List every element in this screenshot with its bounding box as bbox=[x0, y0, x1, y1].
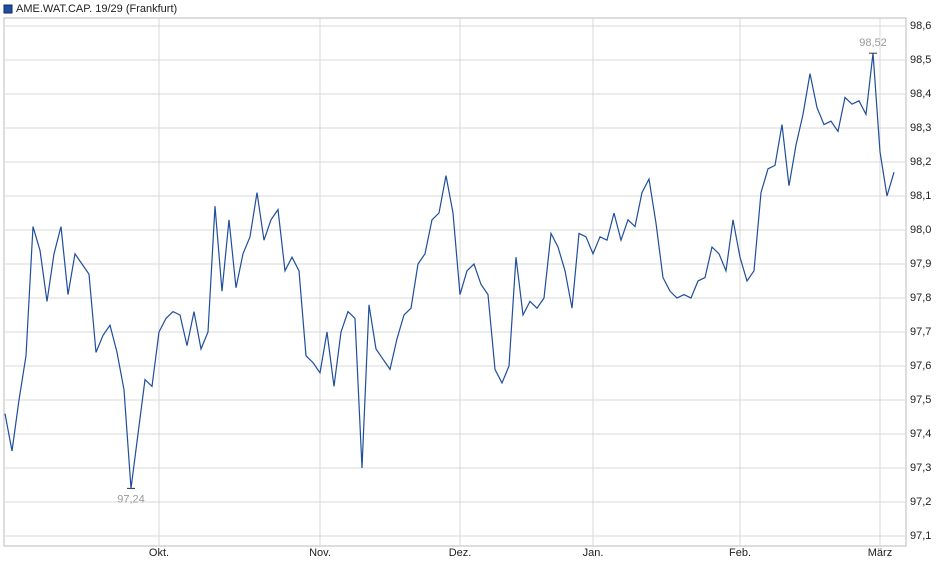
y-tick-label: 97,7 bbox=[910, 326, 931, 338]
y-tick-label: 97,3 bbox=[910, 462, 931, 474]
x-tick-label: März bbox=[868, 547, 892, 559]
legend-swatch bbox=[3, 4, 13, 14]
x-tick-label: Dez. bbox=[449, 547, 472, 559]
y-tick-label: 98,1 bbox=[910, 190, 931, 202]
y-tick-label: 97,9 bbox=[910, 258, 931, 270]
y-tick-label: 98,3 bbox=[910, 122, 931, 134]
annotation: 97,24 bbox=[117, 493, 145, 505]
annotation: 98,52 bbox=[859, 37, 887, 49]
plot-frame bbox=[3, 17, 907, 547]
y-tick-label: 97,2 bbox=[910, 496, 931, 508]
y-tick-label: 98,4 bbox=[910, 88, 931, 100]
legend-label: AME.WAT.CAP. 19/29 (Frankfurt) bbox=[16, 3, 177, 15]
y-tick-label: 97,4 bbox=[910, 428, 931, 440]
x-tick-label: Jan. bbox=[583, 547, 604, 559]
y-tick-label: 98,6 bbox=[910, 20, 931, 32]
x-tick-label: Nov. bbox=[309, 547, 331, 559]
y-tick-label: 97,5 bbox=[910, 394, 931, 406]
x-tick-label: Okt. bbox=[149, 547, 169, 559]
y-tick-label: 97,6 bbox=[910, 360, 931, 372]
y-tick-label: 98,5 bbox=[910, 54, 931, 66]
x-tick-label: Feb. bbox=[729, 547, 751, 559]
y-tick-label: 97,8 bbox=[910, 292, 931, 304]
series-line bbox=[4, 53, 895, 489]
y-tick-label: 98,0 bbox=[910, 224, 931, 236]
y-tick-label: 98,2 bbox=[910, 156, 931, 168]
y-tick-label: 97,1 bbox=[910, 530, 931, 542]
